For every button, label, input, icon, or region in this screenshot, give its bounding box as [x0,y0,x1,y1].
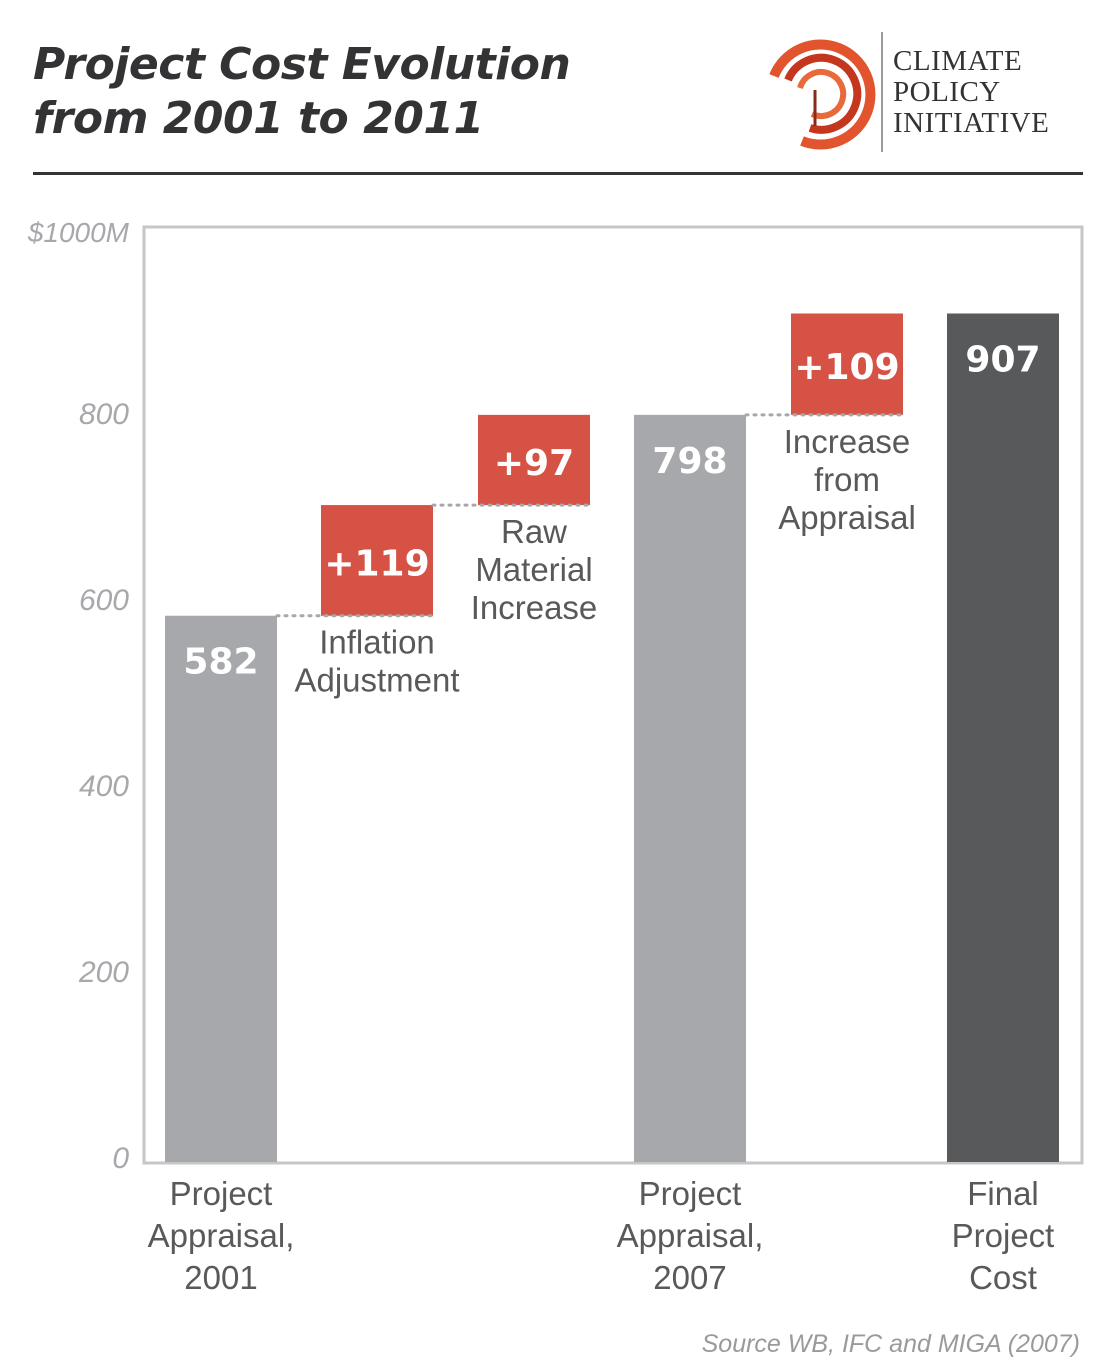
category-label: Appraisal, [148,1217,295,1254]
logo-wordmark: CLIMATE POLICY INITIATIVE [893,46,1049,139]
bar [634,414,746,1162]
step-label: Material [475,551,592,588]
y-tick-label: 0 [112,1142,129,1175]
category-label: Project [952,1217,1055,1254]
step-label: from [814,461,880,498]
bar-value-label: +119 [324,543,429,584]
category-label: 2007 [653,1259,726,1296]
step-label: Increase [784,423,911,460]
step-label: Appraisal [778,499,916,536]
header-rule [33,172,1083,175]
chart-title: Project Cost Evolution from 2001 to 2011 [33,38,571,146]
logo-line-3: INITIATIVE [893,107,1050,139]
logo-swirl-icon [769,39,876,150]
category-label: Appraisal, [617,1217,764,1254]
title-line-1: Project Cost Evolution [33,39,571,90]
y-tick-label: 800 [79,398,129,431]
climate-policy-initiative-logo-icon [769,32,883,152]
y-tick-label: 400 [79,770,129,803]
category-label: Project [639,1175,742,1212]
logo-line-1: CLIMATE [893,45,1023,77]
step-label: Adjustment [294,662,459,699]
category-label: Cost [969,1259,1037,1296]
title-line-2: from 2001 to 2011 [33,93,484,144]
plot-frame [142,225,1084,1165]
bar [321,505,433,616]
step-label: Raw [501,513,567,550]
bar-value-label: 582 [183,642,258,683]
source-note: Source WB, IFC and MIGA (2007) [701,1330,1080,1358]
y-tick-label: 200 [78,956,129,989]
category-label: Final [967,1175,1039,1212]
bar [791,313,903,415]
category-label: 2001 [184,1259,257,1296]
bar-value-label: +97 [494,443,574,484]
step-label: Increase [471,589,598,626]
bar-value-label: 798 [652,441,727,482]
y-tick-label: 600 [79,584,129,617]
category-label: Project [170,1175,273,1212]
logo-line-2: POLICY [893,76,1001,108]
bar-value-label: 907 [965,339,1040,380]
bar-value-label: +109 [794,347,899,388]
bar [165,615,277,1162]
step-label: Inflation [319,624,435,661]
bar [947,313,1059,1162]
y-axis-label: $1000M [27,217,130,248]
bar [478,414,590,506]
